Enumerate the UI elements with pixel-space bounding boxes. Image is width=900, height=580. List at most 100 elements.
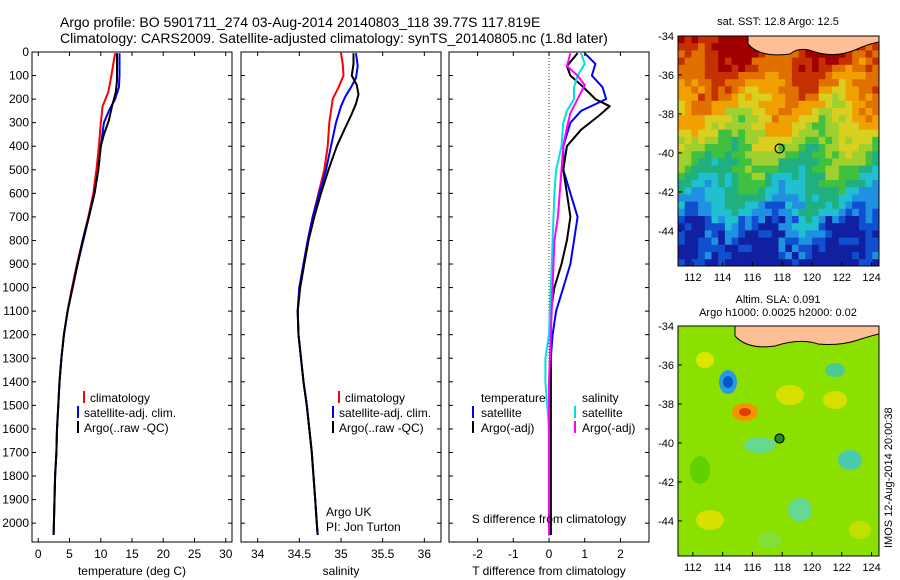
sst-cell <box>698 144 706 152</box>
sst-cell <box>771 108 779 116</box>
sst-cell <box>798 252 806 260</box>
sst-cell <box>865 100 873 109</box>
sst-cell <box>865 194 873 202</box>
sst-cell <box>778 237 786 246</box>
sst-cell <box>858 64 866 73</box>
sst-cell <box>812 79 820 87</box>
sst-cell <box>858 158 866 166</box>
sst-cell <box>778 144 786 152</box>
sst-cell <box>838 244 846 253</box>
sst-cell <box>691 93 699 102</box>
sst-cell <box>751 108 759 116</box>
sst-cell <box>724 151 732 159</box>
map-lon-label: 124 <box>862 272 880 284</box>
sst-cell <box>798 230 806 238</box>
sst-cell <box>785 144 793 152</box>
sst-cell <box>771 187 779 195</box>
sst-cell <box>691 43 699 51</box>
sst-cell <box>684 57 692 66</box>
legend-label: Argo(..raw -QC) <box>84 421 169 435</box>
sst-cell <box>745 223 753 231</box>
sst-cell <box>718 194 726 202</box>
sst-cell <box>698 86 706 94</box>
sst-cell <box>684 136 692 145</box>
sst-cell <box>765 129 773 138</box>
sst-cell <box>818 72 826 80</box>
sst-cell <box>698 115 706 123</box>
sst-cell <box>771 86 779 94</box>
series-line-argo-adj- <box>548 52 586 535</box>
sst-cell <box>745 194 753 202</box>
sst-cell <box>731 187 739 195</box>
sst-cell <box>678 165 686 174</box>
sst-cell <box>845 244 853 253</box>
sst-cell <box>731 79 739 87</box>
sst-cell <box>798 122 806 130</box>
map-lat-label: -38 <box>658 109 674 121</box>
sst-cell <box>872 43 879 51</box>
sst-cell <box>852 93 860 102</box>
sst-cell <box>758 158 766 166</box>
sst-cell <box>718 180 726 188</box>
depth-tick-label: 1600 <box>2 422 29 436</box>
sst-cell <box>812 187 820 195</box>
sst-cell <box>852 115 860 123</box>
sst-cell <box>845 158 853 166</box>
sst-cell <box>684 259 692 266</box>
sst-cell <box>678 180 686 188</box>
x-tick-label: 34 <box>251 547 265 561</box>
sst-cell <box>858 144 866 152</box>
depth-tick-label: 600 <box>9 186 29 200</box>
sst-cell <box>751 86 759 94</box>
sst-cell <box>691 129 699 138</box>
sst-cell <box>738 86 746 94</box>
sst-cell <box>818 223 826 231</box>
sst-cell <box>731 237 739 246</box>
sst-cell <box>704 93 712 102</box>
legend-label: climatology <box>345 391 405 405</box>
depth-tick-label: 700 <box>9 210 29 224</box>
x-tick-label: 20 <box>157 547 171 561</box>
sst-cell <box>785 100 793 109</box>
sst-cell <box>698 93 706 102</box>
sst-cell <box>872 79 879 87</box>
sst-cell <box>691 201 699 210</box>
sst-cell <box>765 136 773 145</box>
sst-cell <box>745 158 753 166</box>
sst-cell <box>765 108 773 116</box>
sst-cell <box>684 201 692 210</box>
map-lon-label: 112 <box>684 562 702 574</box>
depth-tick-label: 1100 <box>3 304 29 318</box>
sst-cell <box>691 122 699 130</box>
sst-cell <box>711 259 719 266</box>
depth-tick-label: 1200 <box>2 328 29 342</box>
sst-cell <box>724 122 732 130</box>
sst-cell <box>798 237 806 246</box>
sst-cell <box>798 108 806 116</box>
series-line-argo-raw-qc- <box>296 53 360 535</box>
sst-cell <box>731 172 739 181</box>
sst-cell <box>711 252 719 260</box>
sst-cell <box>805 244 813 253</box>
sst-cell <box>731 194 739 202</box>
sst-cell <box>872 208 879 217</box>
sst-cell <box>838 237 846 246</box>
sst-cell <box>791 237 799 246</box>
sst-cell <box>832 165 840 174</box>
figure-title-line1: Argo profile: BO 5901711_274 03-Aug-2014… <box>60 14 540 30</box>
sst-cell <box>872 108 879 116</box>
sst-cell <box>818 136 826 145</box>
sst-cell <box>724 194 732 202</box>
sst-cell <box>845 144 853 152</box>
sst-cell <box>818 144 826 152</box>
sst-cell <box>845 72 853 80</box>
map-lon-label: 122 <box>833 272 851 284</box>
map-lat-label: -44 <box>658 226 674 238</box>
sst-cell <box>805 136 813 145</box>
sst-cell <box>838 208 846 217</box>
sst-cell <box>724 201 732 210</box>
sst-cell <box>872 223 879 231</box>
sst-cell <box>812 129 820 138</box>
temperature-legend: climatology satellite-adj. clim. Argo(..… <box>77 391 176 435</box>
sst-cell <box>745 100 753 109</box>
